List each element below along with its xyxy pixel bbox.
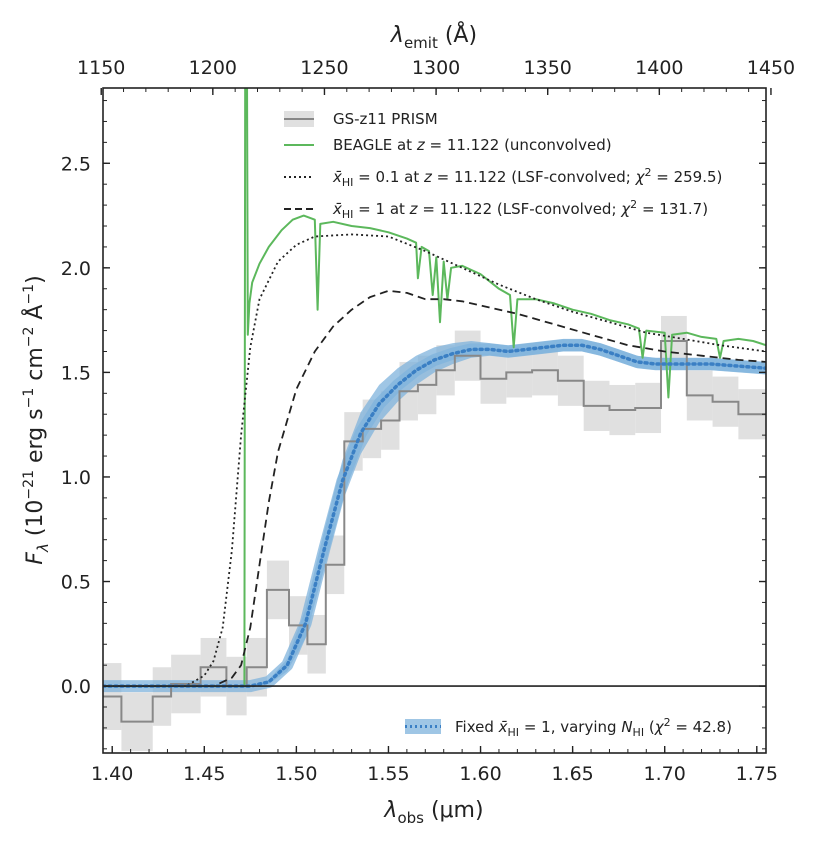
x-tick-label: 1.75 (736, 763, 778, 785)
legend-bottom: Fixed x̄HI = 1, varying NHI (χ2 = 42.8) (405, 716, 732, 739)
y-axis-title: Fλ (10−21 erg s−1 cm−2 Å−1) (21, 275, 52, 564)
legend-label-data: GS-z11 PRISM (333, 110, 438, 128)
legend-label-beagle: BEAGLE at z = 11.122 (unconvolved) (333, 136, 612, 154)
x-tick-label: 1.70 (644, 763, 686, 785)
top-tick-label: 1350 (524, 57, 572, 79)
top-tick-label: 1200 (189, 57, 237, 79)
x-tick-label: 1.40 (91, 763, 133, 785)
ticks-layer: 1.40 1.45 1.50 1.55 1.60 1.65 1.70 1.75 1150 1200… (61, 57, 795, 785)
data-step-line (103, 340, 766, 723)
x-tick-label: 1.50 (275, 763, 317, 785)
top-tick-label: 1300 (412, 57, 460, 79)
xhi-0.1-line (103, 233, 766, 687)
beagle-line (103, 88, 766, 688)
y-tick-label: 1.0 (61, 467, 91, 489)
series-layer (103, 88, 766, 751)
fit-dotted-line (103, 343, 766, 688)
x-tick-label: 1.60 (459, 763, 501, 785)
y-tick-label: 0.0 (61, 676, 91, 698)
y-tick-label: 2.5 (61, 153, 91, 175)
bottom-axis-title: λobs (μm) (383, 798, 483, 827)
y-tick-label: 2.0 (61, 258, 91, 280)
y-tick-label: 1.5 (61, 362, 91, 384)
legend-label-fit: Fixed x̄HI = 1, varying NHI (χ2 = 42.8) (455, 716, 732, 739)
legend-label-dashed: x̄HI = 1 at z = 11.122 (LSF-convolved; χ… (332, 198, 708, 221)
legend-swatch-fit-band (405, 719, 441, 734)
x-tick-label: 1.45 (183, 763, 225, 785)
top-tick-label: 1400 (635, 57, 683, 79)
top-tick-label: 1250 (300, 57, 348, 79)
axes-frame (102, 87, 767, 754)
top-axis-title: λemit (Å) (390, 21, 477, 52)
legend-top: GS-z11 PRISM BEAGLE at z = 11.122 (uncon… (284, 110, 722, 221)
legend-label-dotted: x̄HI = 0.1 at z = 11.122 (LSF-convolved;… (332, 166, 722, 189)
y-tick-label: 0.5 (61, 572, 91, 594)
x-tick-label: 1.65 (551, 763, 593, 785)
top-tick-label: 1150 (77, 57, 125, 79)
x-tick-label: 1.55 (367, 763, 409, 785)
top-tick-label: 1450 (747, 57, 795, 79)
